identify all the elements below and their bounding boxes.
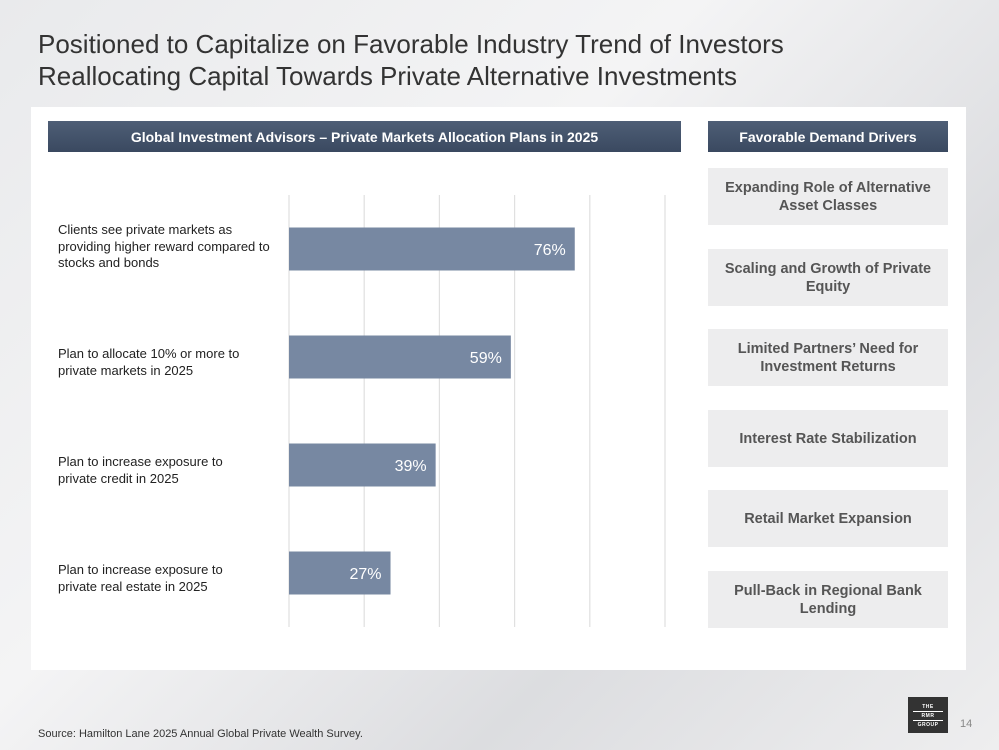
- bar: [289, 443, 436, 487]
- category-label: Clients see private markets as providing…: [58, 222, 270, 270]
- driver-item: Pull-Back in Regional Bank Lending: [708, 571, 948, 628]
- slide-title: Positioned to Capitalize on Favorable In…: [38, 28, 784, 92]
- category-label: Plan to allocate 10% or more to private …: [58, 346, 240, 378]
- content-panel: 76% 59% 39% 27% Global Investment Advisors …: [31, 107, 966, 670]
- driver-item: Retail Market Expansion: [708, 490, 948, 547]
- driver-item: Expanding Role of Alternative Asset Clas…: [708, 168, 948, 225]
- data-label: 39%: [395, 458, 427, 475]
- category-label: Plan to increase exposure to private cre…: [58, 454, 223, 486]
- data-label: 76%: [534, 242, 566, 259]
- driver-item: Interest Rate Stabilization: [708, 410, 948, 467]
- data-label: 59%: [470, 350, 502, 367]
- company-logo: THE RMR GROUP: [908, 697, 948, 733]
- bar: [289, 335, 511, 379]
- title-line-2: Reallocating Capital Towards Private Alt…: [38, 61, 737, 91]
- bar-chart: 76% 59% 39% 27%: [288, 195, 666, 627]
- driver-item: Limited Partners’ Need for Investment Re…: [708, 329, 948, 386]
- page-number: 14: [960, 718, 973, 730]
- data-label: 27%: [349, 566, 381, 583]
- title-line-1: Positioned to Capitalize on Favorable In…: [38, 29, 784, 59]
- chart-header: Global Investment Advisors – Private Mar…: [48, 121, 681, 152]
- category-label: Plan to increase exposure to private rea…: [58, 562, 223, 594]
- drivers-header: Favorable Demand Drivers: [708, 121, 948, 152]
- source-note: Source: Hamilton Lane 2025 Annual Global…: [38, 728, 363, 740]
- bar: [289, 227, 575, 271]
- bar: [289, 551, 391, 595]
- driver-item: Scaling and Growth of Private Equity: [708, 249, 948, 306]
